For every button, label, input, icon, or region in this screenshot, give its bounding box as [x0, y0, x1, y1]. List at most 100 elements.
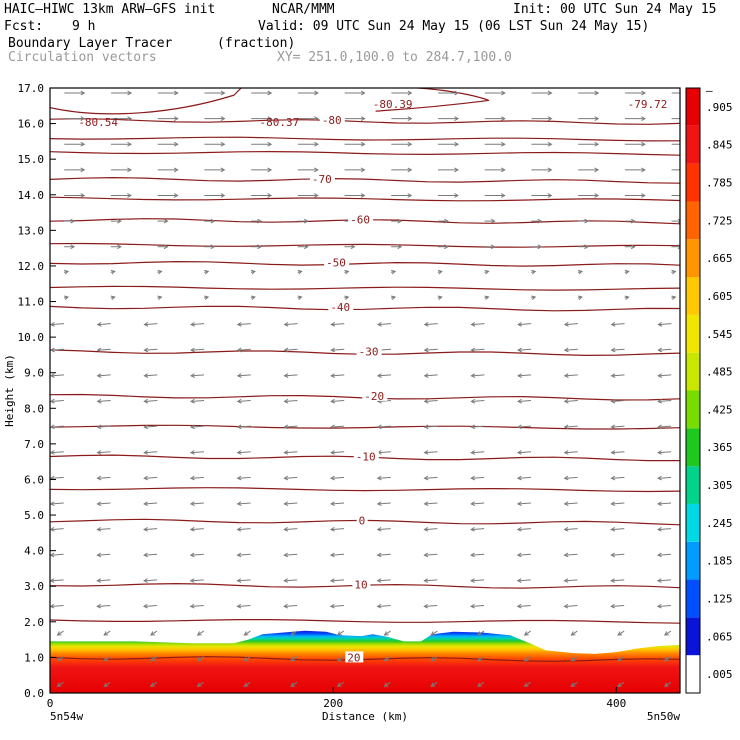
- vector-arrow: [470, 604, 485, 607]
- vector-arrowhead: [500, 167, 506, 173]
- y-tick-label: 15.0: [18, 153, 45, 166]
- vector-arrowhead: [50, 450, 55, 455]
- vector-arrow: [377, 425, 391, 428]
- vector-arrowhead: [290, 682, 296, 687]
- vector-arrowhead: [516, 501, 522, 507]
- isotherm-line: [50, 305, 680, 312]
- colorbar-segment: [686, 239, 700, 278]
- tracer-field: [50, 630, 680, 693]
- vector-arrowhead: [610, 603, 616, 609]
- contour-label-bg: [362, 389, 388, 401]
- vector-arrow: [50, 323, 65, 326]
- vector-arrowhead: [163, 218, 169, 224]
- vector-arrowhead: [423, 321, 429, 327]
- vector-arrowhead: [336, 682, 342, 687]
- vector-arrowhead: [376, 552, 382, 558]
- vector-arrow: [377, 323, 392, 326]
- vector-arrowhead: [196, 682, 202, 687]
- vector-arrowhead: [376, 424, 382, 430]
- vector-arrowhead: [80, 90, 86, 96]
- vector-arrow: [611, 348, 625, 351]
- vector-arrowhead: [303, 244, 309, 250]
- vector-arrowhead: [391, 295, 397, 301]
- vector-arrow: [564, 425, 578, 428]
- colorbar-label: –: [706, 84, 713, 97]
- vector-arrow: [50, 451, 64, 454]
- vector-arrowhead: [64, 269, 70, 275]
- vector-arrowhead: [243, 656, 249, 662]
- vector-arrowhead: [570, 682, 576, 687]
- vector-arrowhead: [127, 167, 132, 173]
- vector-arrow: [103, 656, 111, 662]
- vector-arrowhead: [470, 450, 476, 455]
- vector-arrowhead: [500, 141, 506, 147]
- vector-arrowhead: [584, 218, 590, 224]
- vector-arrow: [290, 681, 298, 687]
- vector-arrow: [611, 374, 625, 377]
- vector-arrowhead: [516, 578, 522, 583]
- vector-arrowhead: [423, 552, 429, 558]
- vector-arrowhead: [610, 398, 616, 404]
- x-tick-label: 200: [323, 697, 343, 710]
- vector-arrowhead: [641, 167, 646, 173]
- vector-arrow: [564, 502, 578, 505]
- vector-arrowhead: [444, 218, 449, 224]
- vector-arrowhead: [617, 682, 623, 687]
- vector-arrowhead: [236, 373, 242, 378]
- y-tick-label: 16.0: [18, 118, 45, 131]
- contour-label: 20: [347, 651, 360, 664]
- vector-arrow: [97, 476, 111, 479]
- vector-arrowhead: [657, 373, 663, 378]
- vector-arrowhead: [143, 450, 149, 455]
- contour-label: 0: [359, 514, 366, 527]
- vector-arrowhead: [50, 552, 55, 558]
- vector-arrow: [330, 502, 345, 505]
- vector-arrow: [97, 348, 111, 351]
- vector-arrowhead: [391, 269, 397, 275]
- vector-arrow: [144, 374, 158, 377]
- vector-arrowhead: [360, 116, 366, 121]
- vector-arrowhead: [344, 295, 350, 301]
- vector-arrow: [97, 579, 111, 582]
- vector-arrow: [191, 374, 205, 377]
- vector-arrow: [237, 579, 251, 582]
- vector-arrow: [524, 630, 531, 636]
- vector-arrowhead: [517, 398, 522, 404]
- vector-arrowhead: [127, 193, 132, 198]
- vector-arrowhead: [407, 141, 413, 147]
- vector-arrowhead: [610, 450, 616, 455]
- vector-arrowhead: [484, 269, 490, 275]
- vector-arrowhead: [283, 578, 289, 583]
- vector-arrowhead: [563, 321, 569, 327]
- vector-arrow: [197, 681, 204, 687]
- vector-arrow: [331, 374, 345, 377]
- x-end-label: 5n50w: [647, 710, 680, 723]
- colorbar-segment: [686, 579, 700, 618]
- vector-arrow: [564, 348, 578, 351]
- isotherm-line: [50, 242, 680, 248]
- vector-arrow: [190, 579, 204, 582]
- vector-arrow: [50, 476, 64, 479]
- extremum-label: -80.54: [78, 116, 118, 129]
- vector-arrow: [658, 348, 672, 351]
- vector-arrowhead: [250, 295, 256, 301]
- vector-arrow: [611, 502, 625, 505]
- vector-arrow: [377, 502, 391, 505]
- vector-arrowhead: [236, 347, 242, 353]
- vector-arrow: [471, 323, 485, 326]
- vector-arrow: [471, 528, 485, 531]
- vector-arrowhead: [594, 116, 600, 121]
- vector-arrowhead: [220, 116, 226, 121]
- vector-arrowhead: [531, 269, 537, 275]
- isotherm-line: [50, 150, 680, 156]
- vector-arrowhead: [127, 90, 133, 96]
- vector-arrow: [237, 604, 251, 607]
- vector-arrowhead: [584, 244, 590, 250]
- vector-arrowhead: [96, 398, 102, 404]
- vector-arrowhead: [143, 552, 148, 558]
- vector-arrowhead: [516, 552, 522, 558]
- vector-arrow: [424, 502, 438, 505]
- vector-arrowhead: [470, 373, 476, 378]
- vector-arrowhead: [220, 167, 226, 173]
